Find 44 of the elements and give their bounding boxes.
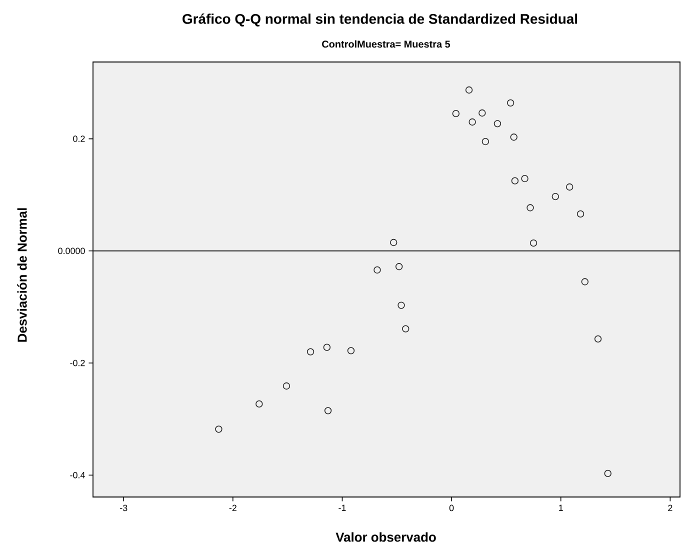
x-tick-label: 1	[559, 504, 563, 511]
chart-title: Gráfico Q-Q normal sin tendencia de Standardized Residual	[182, 14, 578, 26]
point	[324, 407, 332, 414]
x-tick-label: 0	[449, 504, 454, 512]
point	[478, 109, 486, 117]
point	[374, 266, 381, 274]
y-tick-label: -0.2	[70, 360, 85, 366]
point	[323, 344, 331, 351]
x-tick-label: -1	[338, 504, 346, 511]
point	[526, 204, 534, 212]
point	[511, 177, 519, 184]
y-axis-title: Desviación de Normal	[17, 208, 27, 342]
point	[482, 138, 490, 146]
point	[452, 110, 460, 118]
point	[552, 192, 559, 200]
point	[576, 210, 584, 218]
point	[282, 382, 290, 390]
point	[566, 183, 574, 191]
point	[347, 347, 355, 354]
chart-subtitle: ControlMuestra= Muestra 5	[322, 40, 450, 48]
point	[465, 86, 473, 94]
point	[510, 134, 518, 141]
point	[395, 263, 403, 270]
point	[494, 120, 502, 128]
point	[390, 238, 398, 246]
x-tick-label: 2	[668, 504, 672, 512]
point	[306, 348, 314, 356]
point	[581, 278, 588, 286]
point	[256, 400, 263, 408]
point	[506, 99, 514, 107]
point	[398, 302, 405, 309]
point	[604, 470, 612, 478]
point	[594, 335, 602, 343]
point	[402, 325, 410, 332]
y-tick-label: 0.0000	[58, 248, 85, 254]
point	[530, 239, 538, 247]
x-tick-label: -3	[120, 504, 128, 512]
y-tick-label: 0.2	[73, 136, 85, 142]
x-axis-title: Valor observado	[336, 532, 436, 542]
point	[521, 175, 528, 182]
point	[468, 118, 476, 126]
y-tick-label: -0.4	[70, 472, 85, 478]
point	[215, 426, 222, 433]
x-tick-label: -2	[229, 504, 236, 512]
